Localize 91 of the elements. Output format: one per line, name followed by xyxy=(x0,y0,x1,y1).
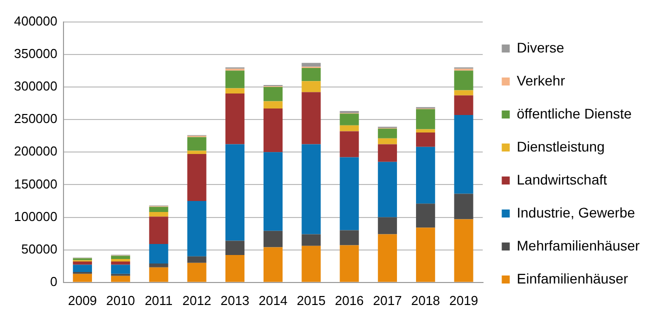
x-tick-label: 2014 xyxy=(258,292,288,308)
bar xyxy=(302,92,321,144)
bar xyxy=(378,234,397,282)
bar xyxy=(225,93,244,144)
bar xyxy=(340,157,359,230)
bar xyxy=(340,245,359,282)
x-tick-label: 2013 xyxy=(220,292,250,308)
bar xyxy=(111,258,130,262)
bar xyxy=(149,216,168,244)
x-tick-label: 2010 xyxy=(106,292,136,308)
bar xyxy=(340,230,359,246)
legend-label: Einfamilienhäuser xyxy=(516,270,628,286)
y-tick-label: 150000 xyxy=(14,176,58,192)
bar xyxy=(416,109,436,130)
bar xyxy=(302,234,321,246)
bar xyxy=(111,264,130,274)
bar xyxy=(264,152,283,231)
bar xyxy=(340,114,359,126)
x-tick-label: 2018 xyxy=(411,292,440,308)
bar xyxy=(264,86,283,102)
legend-label: Dienstleistung xyxy=(516,138,605,154)
bar xyxy=(416,129,436,133)
bar xyxy=(111,276,130,282)
x-tick-label: 2016 xyxy=(334,292,364,308)
bar xyxy=(302,68,321,82)
bar xyxy=(454,114,474,194)
bar xyxy=(72,274,92,282)
y-tick-label: 0 xyxy=(50,274,58,289)
bar xyxy=(454,194,474,220)
bar xyxy=(72,262,92,265)
y-tick-label: 300000 xyxy=(14,78,58,94)
bar xyxy=(149,212,168,217)
bar xyxy=(416,146,436,204)
bar xyxy=(378,144,397,162)
bar xyxy=(454,219,474,282)
bar xyxy=(302,246,321,282)
y-tick-label: 200000 xyxy=(14,144,58,159)
x-tick-label: 2015 xyxy=(296,292,326,308)
bar xyxy=(149,264,168,268)
bar xyxy=(225,70,244,88)
x-tick-label: 2009 xyxy=(68,292,97,308)
bar xyxy=(340,125,359,132)
legend-label: Diverse xyxy=(516,39,564,56)
bar xyxy=(302,81,321,92)
bar xyxy=(454,70,474,90)
bar xyxy=(454,90,474,96)
x-tick-label: 2017 xyxy=(372,292,402,308)
bar xyxy=(187,154,206,201)
bar xyxy=(225,88,244,94)
bar xyxy=(302,62,321,67)
bar xyxy=(111,256,130,259)
bar xyxy=(72,264,92,272)
bar xyxy=(187,137,206,151)
bar xyxy=(225,144,244,241)
bar xyxy=(416,204,436,228)
bar xyxy=(187,262,206,282)
legend-label: Landwirtschaft xyxy=(516,171,608,188)
bar xyxy=(187,200,206,256)
y-tick-label: 100000 xyxy=(14,208,58,224)
bar xyxy=(264,101,283,108)
bar xyxy=(187,256,206,263)
bar xyxy=(225,240,244,256)
bar xyxy=(264,247,283,282)
bar xyxy=(302,144,321,234)
bar xyxy=(454,95,474,115)
bar xyxy=(264,230,283,248)
x-tick-label: 2012 xyxy=(182,292,212,308)
legend-label: öffentliche Dienste xyxy=(516,105,632,122)
bar xyxy=(340,131,359,158)
bar xyxy=(149,267,168,282)
y-tick-label: 400000 xyxy=(14,13,58,28)
bar xyxy=(187,150,206,154)
bar xyxy=(378,138,397,144)
bar xyxy=(111,262,130,265)
y-tick-label: 350000 xyxy=(14,46,58,61)
bar xyxy=(149,206,168,212)
bar xyxy=(378,217,397,234)
bar xyxy=(378,128,397,138)
legend-label: Mehrfamilienhäuser xyxy=(516,237,640,254)
legend-label: Verkehr xyxy=(516,72,566,88)
bar xyxy=(225,255,244,282)
bar xyxy=(416,132,436,147)
bar xyxy=(378,162,397,218)
bar xyxy=(416,228,436,282)
bar xyxy=(149,244,168,264)
legend-label: Industrie, Gewerbe xyxy=(516,204,636,220)
bar xyxy=(264,108,283,152)
x-tick-label: 2019 xyxy=(449,292,478,308)
x-tick-label: 2011 xyxy=(144,292,173,308)
y-tick-label: 250000 xyxy=(14,111,58,126)
y-tick-label: 50000 xyxy=(21,241,58,256)
